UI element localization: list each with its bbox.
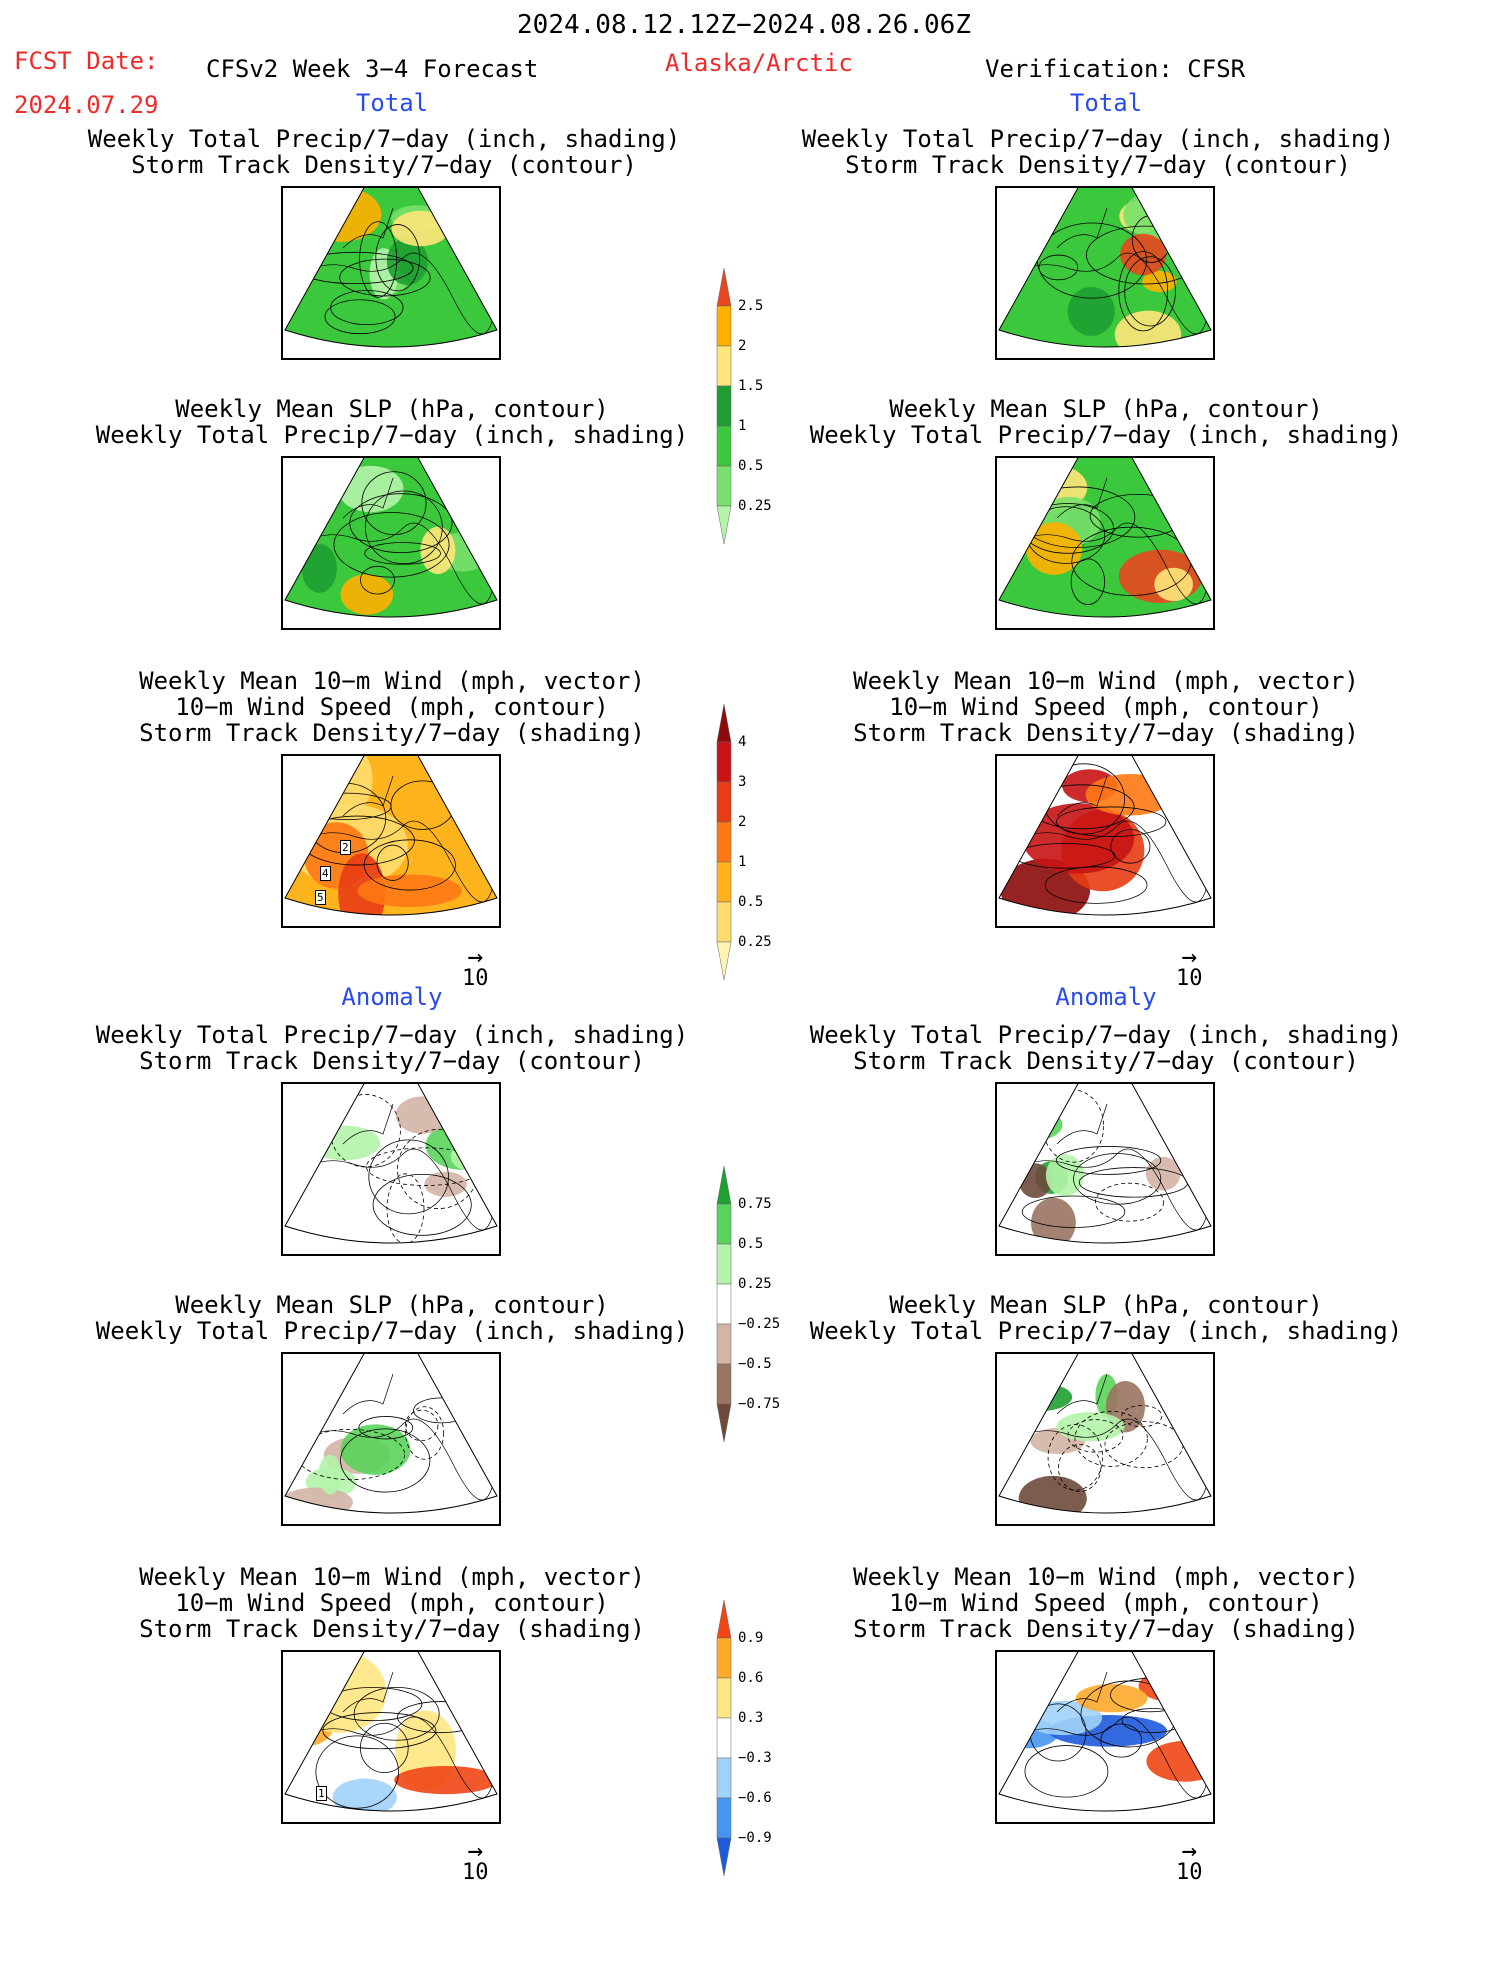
map-precip-anom-fcst	[281, 1082, 501, 1256]
colorbar-precip-anom: 0.75 0.5 0.25 −0.25 −0.5 −0.75	[716, 1164, 780, 1528]
region-title: Alaska/Arctic	[665, 49, 853, 77]
colorbar-tick-label: 2	[738, 814, 747, 830]
colorbar-tick-label: 0.5	[738, 1236, 764, 1252]
map-wind-total-fcst	[281, 754, 501, 928]
colorbar-tick-label: −0.5	[738, 1356, 772, 1372]
model-title: CFSv2 Week 3−4 Forecast	[206, 55, 539, 83]
vector-reference: → 10	[462, 942, 489, 991]
verification-title: Verification: CFSR	[985, 55, 1246, 83]
colorbar-tick-label: 0.75	[738, 1196, 772, 1212]
map-precip-anom-obs	[995, 1082, 1215, 1256]
arrow-right-icon: →	[467, 1836, 484, 1866]
fcst-date: 2024.07.29	[14, 91, 159, 119]
colorbar-tick-label: 1	[738, 854, 747, 870]
map-slp-total-fcst	[281, 456, 501, 630]
panel-title-r2: Weekly Mean SLP (hPa, contour) Weekly Tot…	[809, 395, 1403, 449]
vector-reference: → 10	[1176, 1836, 1203, 1885]
colorbar-tick-label: −0.6	[738, 1790, 772, 1806]
colorbar-tick-label: −0.9	[738, 1830, 772, 1846]
panel-title-l1: Weekly Total Precip/7−day (inch, shading…	[87, 125, 681, 179]
colorbar-precip-total: 2.5 2 1.5 1 0.5 0.25	[716, 266, 772, 630]
colorbar-tick-label: −0.3	[738, 1750, 772, 1766]
colorbar-tick-label: −0.25	[738, 1316, 781, 1332]
colorbar-tick-label: 0.25	[738, 934, 772, 950]
panel-title-l4: Weekly Total Precip/7−day (inch, shading…	[95, 1021, 689, 1075]
map-slp-total-obs	[995, 456, 1215, 630]
contour-label: 2	[340, 840, 351, 855]
panel-title-r1: Weekly Total Precip/7−day (inch, shading…	[801, 125, 1395, 179]
arrow-right-icon: →	[1181, 1836, 1198, 1866]
colorbar-tick-label: 0.5	[738, 458, 764, 474]
colorbar-tick-label: 0.9	[738, 1630, 764, 1646]
colorbar-tick-label: 0.6	[738, 1670, 764, 1686]
vector-reference: → 10	[1176, 942, 1203, 991]
contour-label: 4	[320, 866, 331, 881]
panel-title-r3: Weekly Mean 10−m Wind (mph, vector) 10−m …	[853, 667, 1359, 747]
date-range: 2024.08.12.12Z−2024.08.26.06Z	[517, 10, 971, 40]
colorbar-tick-label: 3	[738, 774, 747, 790]
colorbar-tick-label: −0.75	[738, 1396, 781, 1412]
map-precip-total-obs	[995, 186, 1215, 360]
section-anomaly-left: Anomaly	[341, 983, 443, 1011]
contour-label: 5	[315, 890, 326, 905]
map-slp-anom-obs	[995, 1352, 1215, 1526]
colorbar-tick-label: 0.25	[738, 1276, 772, 1292]
panel-title-l5: Weekly Mean SLP (hPa, contour) Weekly Tot…	[95, 1291, 689, 1345]
panel-title-l6: Weekly Mean 10−m Wind (mph, vector) 10−m …	[139, 1563, 645, 1643]
arrow-right-icon: →	[1181, 942, 1198, 972]
colorbar-tick-label: 0.25	[738, 498, 772, 514]
panel-title-r6: Weekly Mean 10−m Wind (mph, vector) 10−m …	[853, 1563, 1359, 1643]
map-wind-anom-obs	[995, 1650, 1215, 1824]
map-precip-total-fcst	[281, 186, 501, 360]
colorbar-tick-label: 0.3	[738, 1710, 764, 1726]
map-slp-anom-fcst	[281, 1352, 501, 1526]
section-total-left: Total	[355, 89, 429, 117]
arrow-right-icon: →	[467, 942, 484, 972]
colorbar-track-total: 4 3 2 1 0.5 0.25	[716, 702, 772, 1066]
panel-title-l3: Weekly Mean 10−m Wind (mph, vector) 10−m …	[139, 667, 645, 747]
panel-title-l2: Weekly Mean SLP (hPa, contour) Weekly Tot…	[95, 395, 689, 449]
fcst-label: FCST Date:	[14, 47, 159, 75]
colorbar-tick-label: 0.5	[738, 894, 764, 910]
map-wind-total-obs	[995, 754, 1215, 928]
panel-title-r4: Weekly Total Precip/7−day (inch, shading…	[809, 1021, 1403, 1075]
colorbar-tick-label: 2	[738, 338, 747, 354]
colorbar-tick-label: 2.5	[738, 298, 764, 314]
section-anomaly-right: Anomaly	[1055, 983, 1157, 1011]
colorbar-track-anom: 0.9 0.6 0.3 −0.3 −0.6 −0.9	[716, 1598, 772, 1962]
panel-title-r5: Weekly Mean SLP (hPa, contour) Weekly Tot…	[809, 1291, 1403, 1345]
map-wind-anom-fcst	[281, 1650, 501, 1824]
section-total-right: Total	[1069, 89, 1143, 117]
colorbar-tick-label: 1.5	[738, 378, 764, 394]
contour-label: 1	[316, 1786, 327, 1801]
colorbar-tick-label: 4	[738, 734, 747, 750]
colorbar-tick-label: 1	[738, 418, 747, 434]
vector-reference: → 10	[462, 1836, 489, 1885]
